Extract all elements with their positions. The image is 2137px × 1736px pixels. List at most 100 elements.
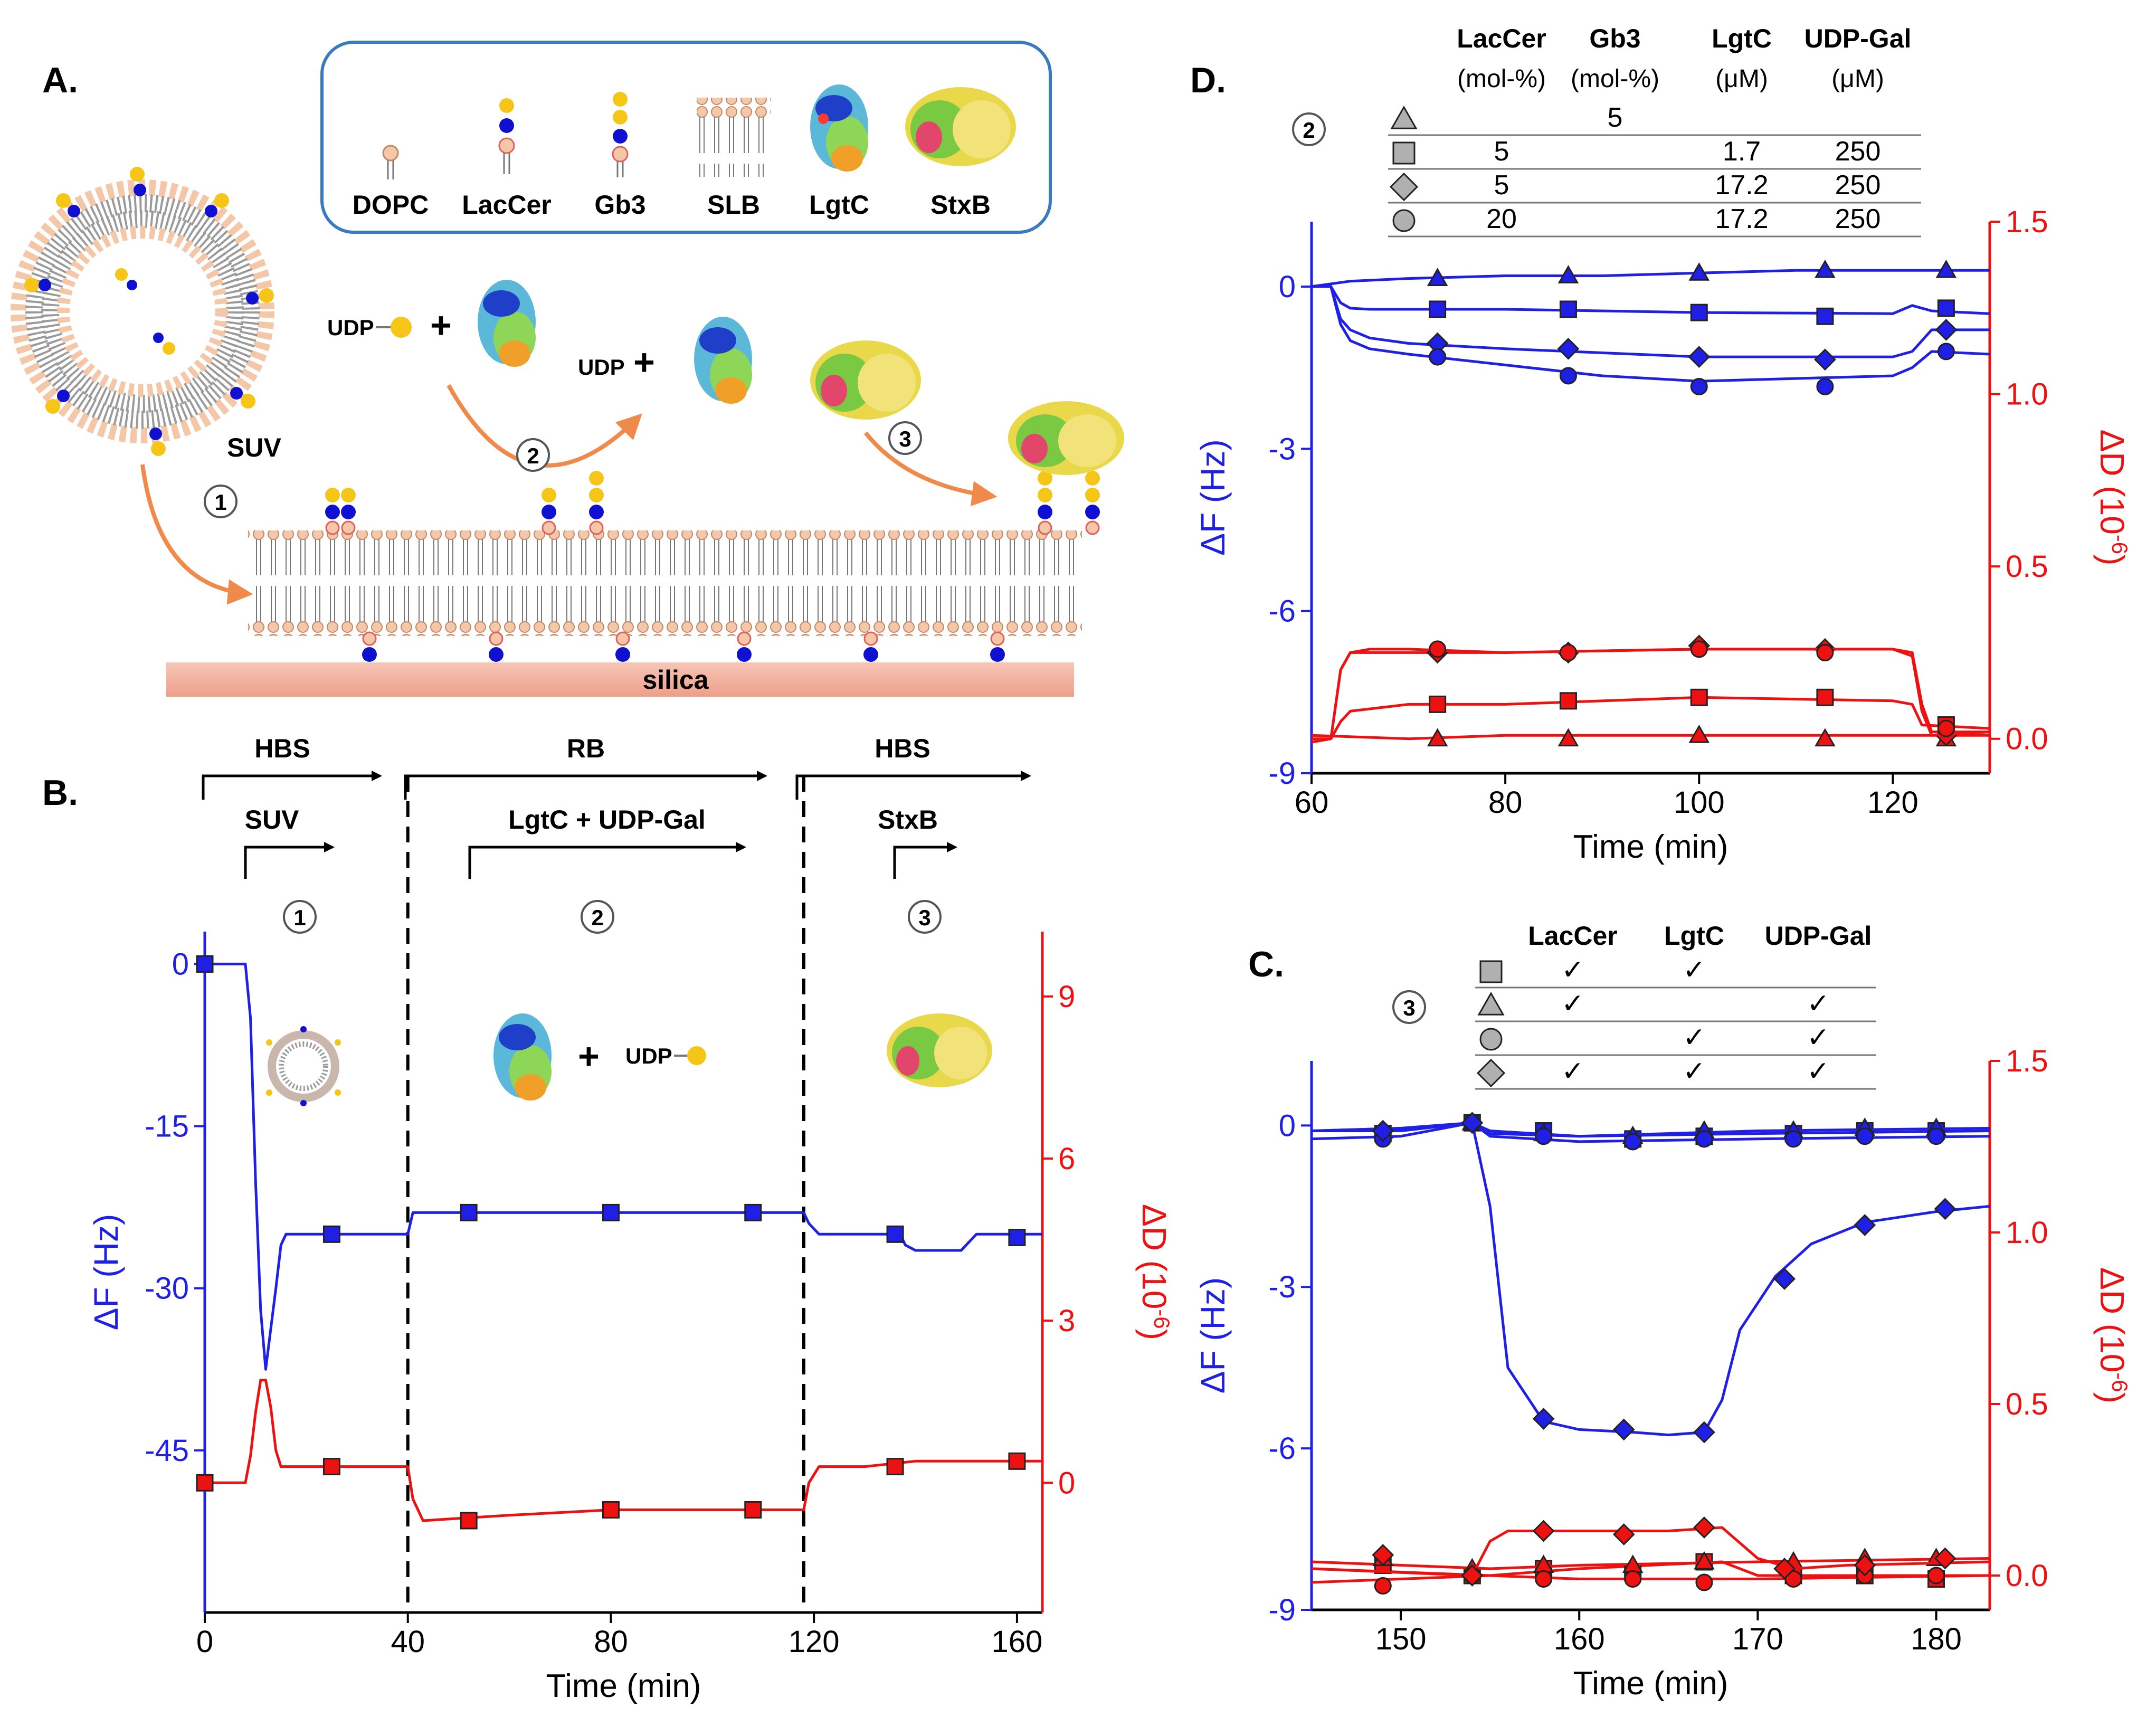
chart-b-x-tick-label: 80 [594, 1625, 628, 1659]
phase2-injection: LgtC + UDP-Gal [508, 805, 706, 834]
chart-d-right-tick-label: 1.0 [2006, 377, 2048, 412]
table-d-cell: 5 [1494, 170, 1509, 201]
chart-c-right-tick-label: 1.0 [2006, 1216, 2048, 1250]
table-c-row-marker [1479, 960, 1503, 983]
chart-b-x-tick-label: 120 [789, 1625, 840, 1659]
table-d-cell: 1.7 [1723, 136, 1761, 167]
chart-c-right-tick-label: 0.0 [2006, 1559, 2048, 1593]
chart-d-series-2-marker [1935, 319, 1958, 341]
chart-d-series-2-marker [1814, 348, 1836, 371]
chart-c-series-6-marker [1374, 1577, 1392, 1595]
chart-d-series-3-marker [1937, 343, 1955, 361]
chart-b-left-tick-label: 0 [172, 947, 189, 981]
chart-d-series-5-marker [1559, 692, 1577, 710]
table-d-row-marker [1389, 172, 1419, 202]
chart-c-series-6-line [1311, 1574, 1990, 1584]
table-c-cell: ✓ [1683, 955, 1706, 985]
table-d-header: Gb3 [1589, 24, 1640, 53]
chart-c-left-tick-label: -6 [1268, 1431, 1296, 1466]
phase1-badge-text: 1 [293, 905, 306, 930]
table-d-cell: 250 [1835, 204, 1881, 234]
legend-box [320, 41, 1052, 234]
chart-d-series-2-marker [1557, 337, 1580, 360]
table-c-row-marker [1479, 1028, 1503, 1051]
chart-d-series-5-marker [1690, 688, 1708, 706]
chart-c-series-7-marker [1372, 1544, 1394, 1566]
chart-d-right-tick-label: 0.5 [2006, 549, 2048, 584]
chart-c-right-tick-label: 1.5 [2006, 1044, 2048, 1078]
chart-b-right-label-end: ) [1135, 1329, 1173, 1340]
chart-b-x-tick-label: 160 [992, 1625, 1043, 1659]
chart-c-left-tick-label: -9 [1268, 1593, 1296, 1627]
chart-d-series-3-marker [1690, 377, 1708, 395]
chart-d-series-7-marker [1559, 643, 1577, 661]
legend-label-slb: SLB [707, 190, 760, 220]
plus-sign-2: + [633, 341, 655, 383]
chart-b-series-1-marker [196, 1474, 214, 1492]
plus-sign-1: + [430, 305, 452, 346]
chart-d-right-label-exp: -6 [2107, 535, 2132, 554]
chart-b-series-0-marker [322, 1225, 340, 1243]
chart-d-x-label: Time (min) [1573, 829, 1728, 865]
suv-label: SUV [227, 433, 281, 462]
phase2-buffer: RB [567, 734, 605, 763]
step3-arrow [863, 431, 998, 507]
chart-d-series-4-marker [1427, 728, 1448, 747]
chart-d-series-1-marker [1816, 307, 1834, 325]
chart-c-series-2-marker [1695, 1130, 1713, 1148]
chart-b-series-1-marker [1008, 1452, 1026, 1470]
stxb-protein-1 [810, 340, 921, 420]
panel-b: B. HBS SUV 1 RB LgtC + UDP-Gal 2 HBS Stx… [42, 734, 1174, 1704]
table-c-cell: ✓ [1561, 955, 1584, 985]
table-c-cell: ✓ [1807, 1056, 1830, 1087]
step-1-badge: 1 [204, 485, 238, 518]
table-d-header-unit: (μM) [1831, 65, 1884, 93]
chart-b-right-tick-label: 9 [1058, 980, 1075, 1014]
chart-b-series-1-marker [886, 1458, 904, 1476]
chart-d-right-label: ΔD (10-6) [2093, 430, 2132, 566]
legend-label-stxb: StxB [930, 190, 991, 220]
table-c-cell: ✓ [1683, 1056, 1706, 1087]
chart-d-left-tick-label: -6 [1268, 594, 1296, 629]
phase3-badge-text: 3 [918, 905, 930, 930]
chart-c-left-label: ΔF (Hz) [1194, 1277, 1232, 1393]
table-d-cell: 17.2 [1715, 204, 1768, 234]
chart-d-series-3-line [1312, 285, 1990, 383]
chart-c-series-3-marker [1854, 1214, 1876, 1236]
chart-d-right-tick-label: 1.5 [2006, 205, 2048, 239]
table-c-cell: ✓ [1807, 1022, 1830, 1053]
step-2-badge: 2 [516, 438, 550, 472]
chart-d-series-4-marker [1557, 728, 1579, 747]
legend-label-gb3: Gb3 [594, 190, 645, 220]
chart-c-series-6-marker [1624, 1570, 1642, 1588]
phase3-injection: StxB [878, 805, 938, 834]
chart-b-series-1-marker [460, 1512, 478, 1530]
phase1-injection: SUV [245, 805, 299, 834]
table-c-cell: ✓ [1807, 989, 1830, 1019]
chart-d-x-tick-label: 60 [1295, 785, 1329, 820]
chart-d-series-6-line [1312, 648, 1990, 741]
chart-d-series-7-marker [1429, 640, 1447, 658]
chart-d-series-1-marker [1690, 303, 1708, 321]
phase2-buffer-arrow [404, 771, 767, 800]
chart-d-x-tick-label: 120 [1867, 785, 1918, 820]
chart-c-x-label: Time (min) [1573, 1665, 1728, 1702]
chart-c-series-3-line [1311, 1121, 1990, 1437]
chart-c-series-2-marker [1927, 1127, 1945, 1145]
step-2-badge-text: 2 [527, 443, 539, 468]
panel-d-condition-table: LacCer (mol-%) Gb3 (mol-%) LgtC (μM) UDP-Gal (μ… [1292, 24, 1921, 238]
suv-vesicle [11, 167, 274, 456]
chart-b-right-tick-label: 6 [1058, 1142, 1075, 1176]
chart-c-series-2-line [1311, 1121, 1990, 1143]
chart-c-series-3-marker [1532, 1408, 1555, 1430]
table-d-cell: 250 [1835, 136, 1881, 167]
legend-dopc-icon [382, 145, 399, 179]
chart-b-right-label-main: ΔD (10 [1135, 1204, 1173, 1309]
table-d-header-unit: (mol-%) [1571, 65, 1659, 93]
table-c-step-badge [1392, 990, 1426, 1024]
chart-d-series-0-marker [1688, 262, 1710, 281]
phase3-injection-arrow [893, 842, 957, 879]
step-3-badge: 3 [888, 421, 922, 455]
